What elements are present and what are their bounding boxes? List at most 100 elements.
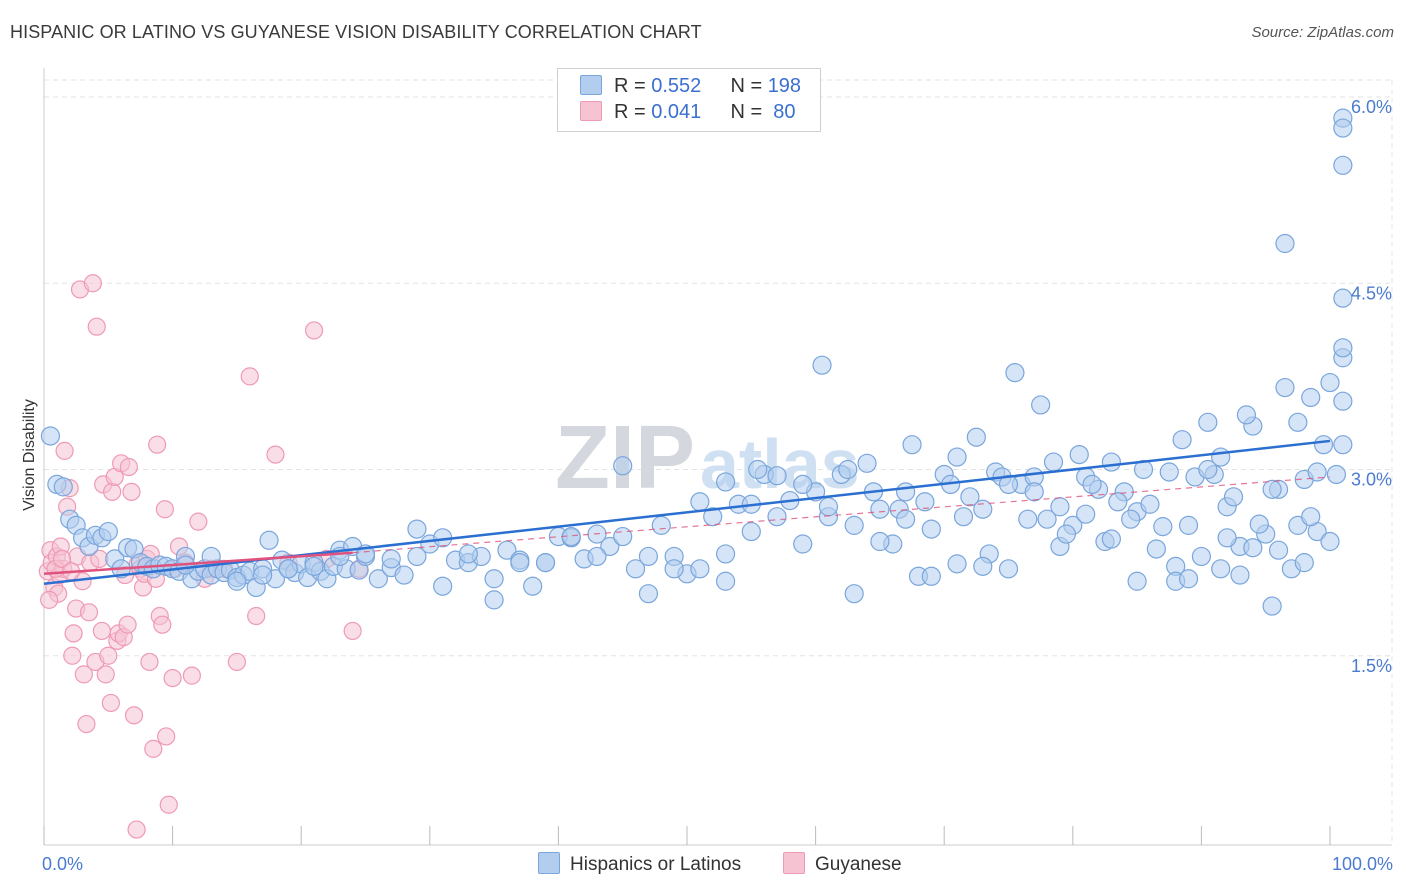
- hispanic-point: [1262, 596, 1282, 616]
- hispanic-point: [921, 566, 941, 586]
- guyanese-point: [153, 615, 172, 634]
- legend-r-label: R =: [614, 101, 646, 123]
- hispanic-point: [1268, 540, 1289, 560]
- correlation-legend: R = 0.552 N = 198 R = 0.041 N = 80: [557, 68, 821, 132]
- guyanese-point: [101, 693, 120, 713]
- legend-n-value: 80: [767, 101, 796, 123]
- hispanic-point: [1191, 546, 1212, 567]
- hispanic-point: [1082, 474, 1102, 494]
- hispanic-point: [998, 559, 1019, 579]
- x-tick-label: 100.0%: [1332, 854, 1393, 874]
- hispanic-point: [664, 559, 684, 579]
- hispanic-point: [690, 559, 710, 579]
- guyanese-point: [148, 435, 167, 454]
- hispanic-point: [98, 521, 118, 542]
- guyanese-point: [343, 621, 362, 641]
- guyanese-trend-dashed: [352, 476, 1331, 554]
- guyanese-point: [92, 621, 111, 641]
- guyanese-point: [124, 706, 144, 725]
- hispanic-point: [1031, 395, 1051, 415]
- guyanese-point: [304, 321, 324, 340]
- hispanic-point: [741, 521, 761, 542]
- hispanic-point: [818, 497, 839, 517]
- hispanic-point: [896, 509, 916, 529]
- hispanic-point: [1217, 528, 1237, 548]
- bottom-swatch-blue: [538, 852, 560, 874]
- legend-n-value: 198: [767, 75, 802, 97]
- guyanese-point: [64, 624, 83, 643]
- hispanic-point: [407, 519, 427, 539]
- hispanic-point: [535, 553, 556, 573]
- hispanic-point: [870, 531, 890, 552]
- hispanic-point: [304, 556, 324, 576]
- hispanic-point: [838, 459, 858, 480]
- hispanic-point: [1262, 479, 1282, 499]
- legend-row-hispanic: R = 0.552 N = 198: [580, 75, 801, 101]
- hispanic-point: [651, 515, 671, 535]
- legend-r-value: 0.552: [651, 75, 702, 97]
- hispanic-point: [1140, 494, 1160, 514]
- hispanic-point: [973, 556, 993, 576]
- hispanic-point: [1275, 377, 1295, 398]
- hispanic-point: [638, 584, 659, 604]
- hispanic-point: [1005, 363, 1025, 383]
- bottom-legend-label: Guyanese: [815, 854, 902, 875]
- hispanic-point: [1018, 509, 1038, 529]
- guyanese-points: [38, 274, 369, 839]
- hispanic-point: [902, 435, 922, 455]
- guyanese-point: [266, 445, 285, 464]
- guyanese-point: [227, 652, 246, 672]
- guyanese-point: [247, 606, 266, 626]
- hispanic-point: [1223, 487, 1244, 507]
- y-tick-label: 4.5%: [1351, 283, 1392, 303]
- hispanic-point: [748, 459, 768, 480]
- hispanic-point: [1211, 559, 1231, 579]
- hispanic-point: [953, 507, 974, 527]
- hispanic-point: [1333, 155, 1353, 175]
- hispanic-point: [844, 515, 864, 535]
- hispanic-point: [613, 456, 633, 476]
- legend-n-label: N =: [730, 101, 763, 123]
- hispanic-point: [915, 492, 935, 512]
- guyanese-point: [127, 820, 146, 839]
- y-tick-labels: 1.5% 3.0% 4.5% 6.0%: [1351, 97, 1392, 676]
- hispanic-point: [625, 559, 646, 579]
- guyanese-trend-line: [43, 551, 353, 576]
- hispanic-point: [1301, 387, 1321, 408]
- hispanic-point: [1288, 412, 1308, 432]
- guyanese-point: [52, 549, 72, 569]
- chart-source: Source: ZipAtlas.com: [1251, 24, 1394, 41]
- hispanic-point: [947, 554, 967, 574]
- hispanic-point: [600, 536, 620, 557]
- guyanese-point: [87, 317, 106, 336]
- x-tick-label: 0.0%: [42, 854, 83, 874]
- hispanic-point: [715, 472, 736, 492]
- hispanic-point: [896, 482, 916, 502]
- hispanic-point: [394, 565, 414, 585]
- guyanese-point: [163, 668, 182, 688]
- hispanic-point: [484, 590, 504, 610]
- hispanic-point: [1146, 539, 1166, 559]
- hispanic-point: [638, 546, 659, 567]
- hispanic-point: [1320, 372, 1340, 393]
- hispanic-point: [715, 544, 736, 564]
- guyanese-point: [189, 512, 208, 531]
- hispanic-point: [690, 492, 710, 512]
- guyanese-point: [40, 590, 59, 609]
- hispanic-point: [1127, 571, 1147, 591]
- hispanic-point: [1050, 497, 1070, 517]
- hispanic-point: [1043, 452, 1064, 472]
- bottom-legend-guyanese: Guyanese: [783, 852, 902, 876]
- hispanic-point: [278, 559, 298, 579]
- hispanic-point: [1333, 435, 1353, 455]
- hispanic-points: [40, 108, 1353, 616]
- guyanese-point: [103, 482, 122, 501]
- hispanic-point: [1326, 464, 1347, 485]
- legend-swatch-blue: [580, 75, 602, 95]
- hispanic-point: [921, 519, 941, 539]
- hispanic-point: [1121, 509, 1141, 529]
- hispanic-point: [793, 474, 813, 494]
- hispanic-point: [870, 499, 890, 519]
- legend-r-value: 0.041: [651, 101, 702, 123]
- bottom-legend-label: Hispanics or Latinos: [570, 854, 742, 875]
